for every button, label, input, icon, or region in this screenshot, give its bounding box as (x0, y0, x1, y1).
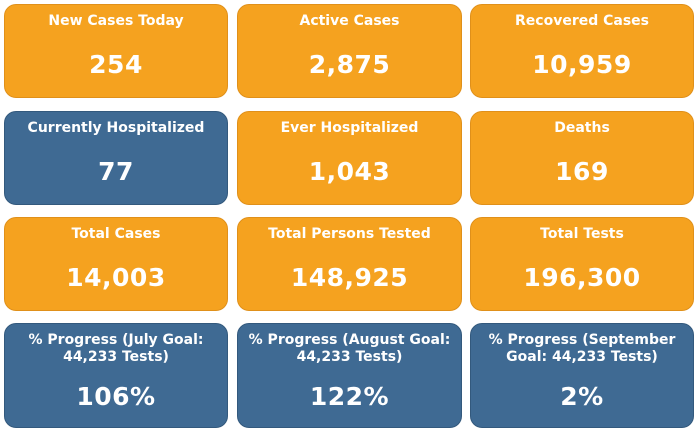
card-value: 122% (309, 382, 390, 411)
card-progress-july[interactable]: % Progress (July Goal: 44,233 Tests) 106… (4, 323, 228, 428)
card-total-persons-tested[interactable]: Total Persons Tested 148,925 (237, 217, 462, 311)
card-new-cases-today[interactable]: New Cases Today 254 (4, 4, 228, 98)
card-value: 10,959 (532, 50, 632, 79)
card-label: % Progress (September Goal: 44,233 Tests… (488, 332, 676, 365)
card-total-cases[interactable]: Total Cases 14,003 (4, 217, 228, 311)
card-progress-august[interactable]: % Progress (August Goal: 44,233 Tests) 1… (237, 323, 462, 428)
card-label: Total Tests (540, 226, 624, 242)
card-label: Currently Hospitalized (27, 120, 205, 136)
card-currently-hospitalized[interactable]: Currently Hospitalized 77 (4, 111, 228, 205)
card-value: 148,925 (290, 263, 409, 292)
card-recovered-cases[interactable]: Recovered Cases 10,959 (470, 4, 694, 98)
card-label: Total Persons Tested (268, 226, 431, 242)
card-label: Deaths (554, 120, 610, 136)
card-label: Ever Hospitalized (280, 120, 419, 136)
card-value: 77 (98, 157, 134, 186)
card-label: Recovered Cases (515, 13, 649, 29)
card-label: % Progress (August Goal: 44,233 Tests) (248, 332, 451, 365)
card-label: New Cases Today (48, 13, 184, 29)
card-value: 1,043 (308, 157, 391, 186)
card-progress-september[interactable]: % Progress (September Goal: 44,233 Tests… (470, 323, 694, 428)
card-label: % Progress (July Goal: 44,233 Tests) (28, 332, 204, 365)
card-active-cases[interactable]: Active Cases 2,875 (237, 4, 462, 98)
card-value: 2,875 (308, 50, 391, 79)
card-value: 2% (560, 382, 604, 411)
card-value: 14,003 (66, 263, 166, 292)
card-deaths[interactable]: Deaths 169 (470, 111, 694, 205)
card-total-tests[interactable]: Total Tests 196,300 (470, 217, 694, 311)
card-value: 106% (76, 382, 156, 411)
card-label: Active Cases (299, 13, 400, 29)
card-value: 254 (89, 50, 143, 79)
card-value: 196,300 (523, 263, 641, 292)
card-value: 169 (555, 157, 609, 186)
card-ever-hospitalized[interactable]: Ever Hospitalized 1,043 (237, 111, 462, 205)
card-label: Total Cases (71, 226, 161, 242)
